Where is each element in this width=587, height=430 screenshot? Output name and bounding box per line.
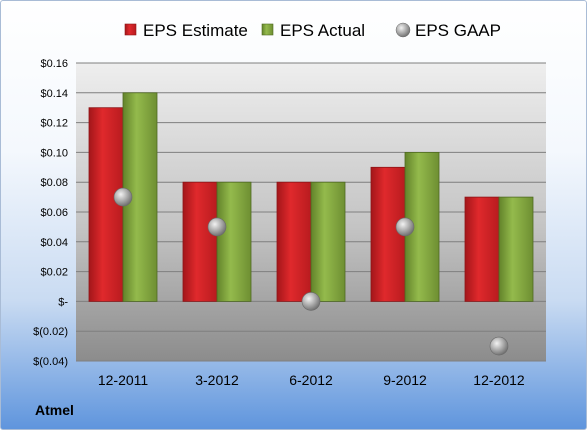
x-axis: 12-2011 3-2012 6-2012 9-2012 12-2012 [98, 372, 525, 388]
y-tick-label: $0.06 [40, 207, 68, 219]
marker-eps-gaap [207, 217, 227, 237]
bar-eps-actual [310, 181, 346, 302]
marker-eps-gaap [395, 217, 415, 237]
x-tick-label: 12-2011 [98, 372, 149, 388]
legend-swatch [395, 22, 411, 38]
y-tick-label: $0.08 [40, 177, 68, 189]
y-axis: $0.16 $0.14 $0.12 $0.10 $0.08 $0.06 $0.04 $0.02… [33, 58, 68, 368]
y-tick-label: $0.14 [40, 88, 68, 100]
marker-eps-gaap [301, 292, 321, 311]
legend-label: EPS Actual [280, 21, 365, 40]
x-tick-label: 12-2012 [473, 372, 525, 388]
bar-eps-estimate [276, 181, 312, 302]
legend-label: EPS Estimate [143, 21, 248, 40]
legend: EPS Estimate EPS Actual EPS GAAP [124, 21, 501, 40]
y-tick-label: $- [58, 296, 68, 308]
bar-eps-estimate [464, 196, 500, 302]
marker-eps-gaap [113, 187, 133, 207]
legend-swatch [261, 23, 274, 36]
company-name: Atmel [35, 402, 74, 418]
y-tick-label: $(0.02) [33, 326, 68, 338]
legend-swatch [124, 23, 137, 36]
legend-label: EPS GAAP [415, 21, 501, 40]
y-tick-label: $0.04 [40, 237, 68, 249]
bar-eps-actual [498, 196, 534, 302]
y-tick-label: $0.16 [40, 58, 68, 70]
x-tick-label: 3-2012 [195, 372, 239, 388]
marker-eps-gaap [489, 336, 509, 356]
bar-eps-estimate [370, 166, 406, 302]
plot-area [76, 62, 546, 362]
bar-eps-estimate [182, 181, 218, 302]
y-tick-label: $0.12 [40, 118, 68, 130]
y-tick-label: $0.02 [40, 267, 68, 279]
y-tick-label: $0.10 [40, 147, 68, 159]
y-tick-label: $(0.04) [33, 356, 68, 368]
x-tick-label: 6-2012 [289, 372, 333, 388]
bar-eps-actual [216, 181, 252, 302]
x-tick-label: 9-2012 [383, 372, 427, 388]
